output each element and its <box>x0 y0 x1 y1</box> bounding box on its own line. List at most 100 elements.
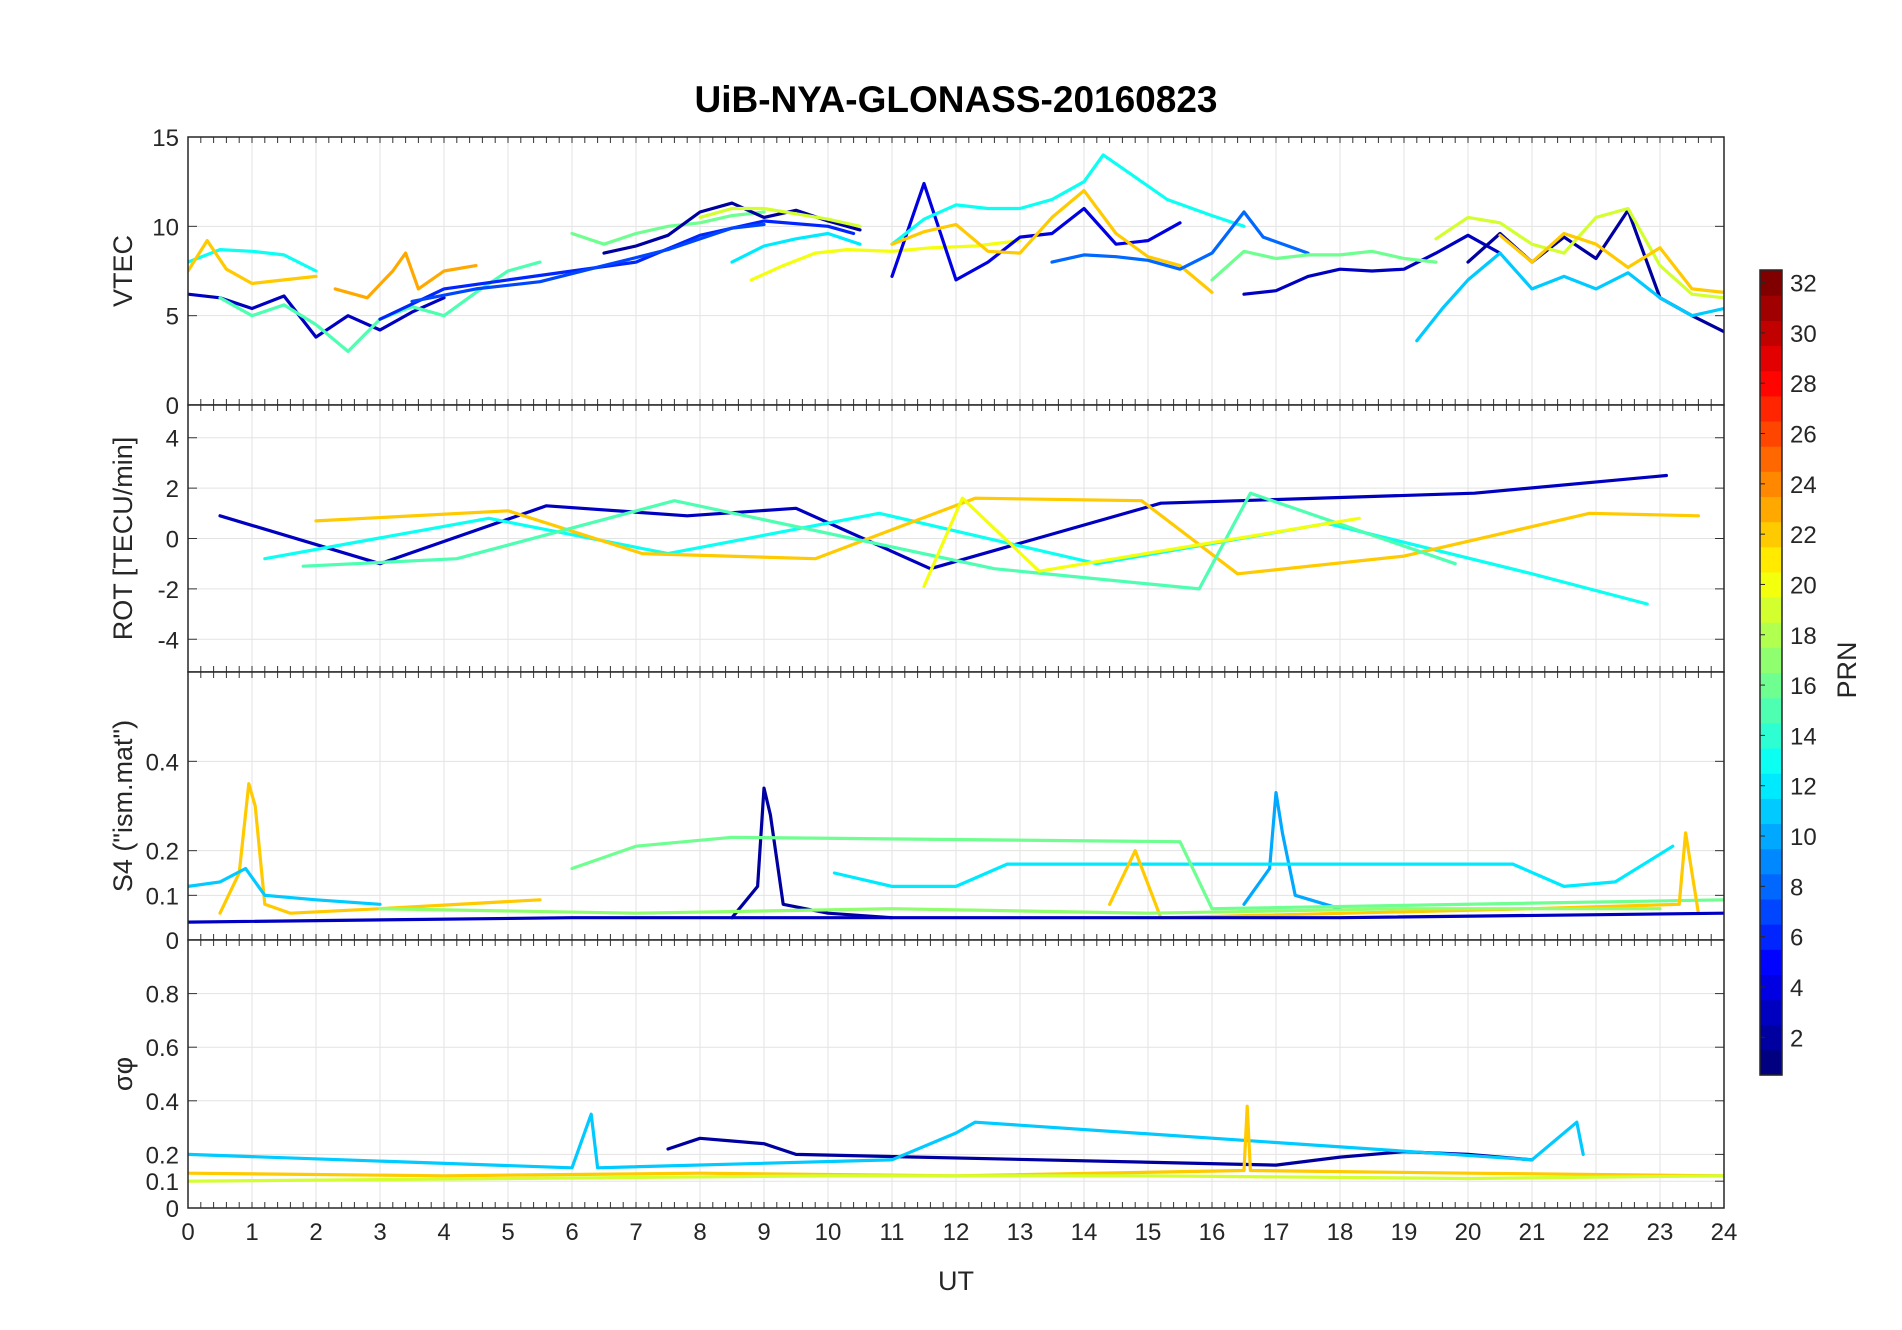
series-group <box>188 1104 1724 1183</box>
series-line-prn-12 <box>730 231 862 264</box>
series-line-prn-3 <box>188 911 1724 924</box>
panel-4: 00.10.2 0.4 0.6 0.8 σφ <box>108 939 1725 1223</box>
x-tick-label: 13 <box>1007 1219 1034 1246</box>
colorbar-tick-label: 24 <box>1790 472 1817 499</box>
series-line-prn-7 <box>410 222 766 303</box>
colorbar-segment <box>1760 571 1782 598</box>
y-tick-label: 0.8 <box>146 982 179 1009</box>
series-line-prn-22 <box>188 239 318 286</box>
series-line-prn-11 <box>188 866 382 906</box>
x-tick-label: 19 <box>1391 1219 1418 1246</box>
x-tick-label: 8 <box>693 1219 706 1246</box>
panel-3: 0 0.1 0.2 0.4 S4 ("ism.mat") <box>108 671 1725 955</box>
x-tick-label: 15 <box>1135 1219 1162 1246</box>
series-line-prn-22 <box>218 782 542 915</box>
y-tick-label: 0.2 <box>146 1142 179 1169</box>
colorbar-tick-label: 18 <box>1790 623 1817 650</box>
series-line-prn-22 <box>1498 231 1724 294</box>
x-tick-label: 16 <box>1199 1219 1226 1246</box>
panel-2: -4 -2 0 2 4 ROT [TECU/min] <box>108 404 1725 673</box>
colorbar-segment <box>1760 949 1782 975</box>
series-line-prn-3 <box>1242 233 1502 296</box>
colorbar-segment <box>1760 597 1782 623</box>
series-line-prn-19 <box>188 1174 1724 1183</box>
colorbar-segment <box>1760 773 1782 799</box>
series-line-prn-20 <box>922 496 1361 589</box>
y-tick-label: 0.4 <box>146 749 179 776</box>
y-tick-label: 4 <box>166 426 179 453</box>
colorbar-frame <box>1759 269 1783 1076</box>
y-axis-label: ROT [TECU/min] <box>108 437 138 641</box>
colorbar-tick-label: 30 <box>1790 321 1817 348</box>
x-tick-label: 2 <box>309 1219 322 1246</box>
y-tick-label: 0 <box>166 928 179 955</box>
series-line-prn-16 <box>570 835 1724 911</box>
colorbar-segment <box>1760 320 1782 347</box>
series-line-prn-2 <box>730 786 894 920</box>
series-line-prn-3 <box>218 473 1669 571</box>
y-tick-label: 2 <box>166 476 179 503</box>
y-tick-label: 0 <box>166 1196 179 1223</box>
colorbar-segment <box>1760 722 1782 749</box>
series-line-prn-22 <box>314 496 1701 576</box>
colorbar-segment <box>1760 1024 1782 1051</box>
series-line-prn-13 <box>890 153 1246 246</box>
x-tick-label: 5 <box>501 1219 514 1246</box>
x-tick-label: 24 <box>1711 1219 1738 1246</box>
colorbar-segment <box>1760 873 1782 900</box>
x-tick-label: 17 <box>1263 1219 1290 1246</box>
series-line-prn-13 <box>263 511 1649 606</box>
colorbar-segment <box>1760 898 1782 925</box>
panel-frame <box>187 939 1725 1209</box>
x-tick-label: 7 <box>629 1219 642 1246</box>
y-tick-label: 0 <box>166 393 179 420</box>
series-line-prn-19 <box>698 206 862 228</box>
colorbar-segment <box>1760 370 1782 397</box>
colorbar-segment <box>1760 647 1782 674</box>
x-tick-label: 1 <box>245 1219 258 1246</box>
y-tick-label: 0.1 <box>146 883 179 910</box>
x-axis-label: UT <box>938 1266 974 1296</box>
y-tick-label: 0.6 <box>146 1035 179 1062</box>
colorbar-segment <box>1760 345 1782 372</box>
x-tick-label: 20 <box>1455 1219 1482 1246</box>
colorbar-segment <box>1760 798 1782 825</box>
series-line-prn-13 <box>188 248 318 273</box>
series-line-prn-3 <box>188 292 446 339</box>
colorbar-segment <box>1760 747 1782 774</box>
x-tick-label: 23 <box>1647 1219 1674 1246</box>
colorbar-tick-label: 8 <box>1790 874 1803 901</box>
y-tick-label: -4 <box>158 627 179 654</box>
colorbar-tick-label: 16 <box>1790 673 1817 700</box>
y-tick-label: 15 <box>152 125 179 152</box>
colorbar-segment <box>1760 974 1782 1001</box>
colorbar-segment <box>1760 446 1782 472</box>
colorbar-segment <box>1760 420 1782 447</box>
colorbar-label: PRN <box>1832 641 1862 698</box>
series-line-prn-22 <box>890 189 1214 294</box>
colorbar-tick-label: 20 <box>1790 572 1817 599</box>
panel-1: 0 5 10 15 VTEC <box>108 125 1725 420</box>
colorbar-segment <box>1760 546 1782 573</box>
series-line-prn-16 <box>1210 249 1438 282</box>
series-line-prn-11 <box>1415 251 1724 343</box>
series-line-prn-6 <box>378 219 856 321</box>
series-line-prn-19 <box>1434 206 1724 300</box>
series-group <box>188 153 1724 353</box>
y-axis-label: VTEC <box>108 235 138 307</box>
x-tick-label: 3 <box>373 1219 386 1246</box>
series-line-prn-12 <box>832 844 1675 889</box>
x-tick-label: 0 <box>181 1219 194 1246</box>
colorbar-tick-label: 26 <box>1790 422 1817 449</box>
x-tick-label: 4 <box>437 1219 450 1246</box>
y-tick-label: 0.4 <box>146 1089 179 1116</box>
x-tick-label: 11 <box>880 1219 905 1246</box>
x-tick-label: 10 <box>815 1219 842 1246</box>
y-axis-label: S4 ("ism.mat") <box>108 720 138 892</box>
y-tick-label: -2 <box>158 577 179 604</box>
series-line-prn-17 <box>378 907 1662 915</box>
colorbar-tick-label: 12 <box>1790 774 1817 801</box>
